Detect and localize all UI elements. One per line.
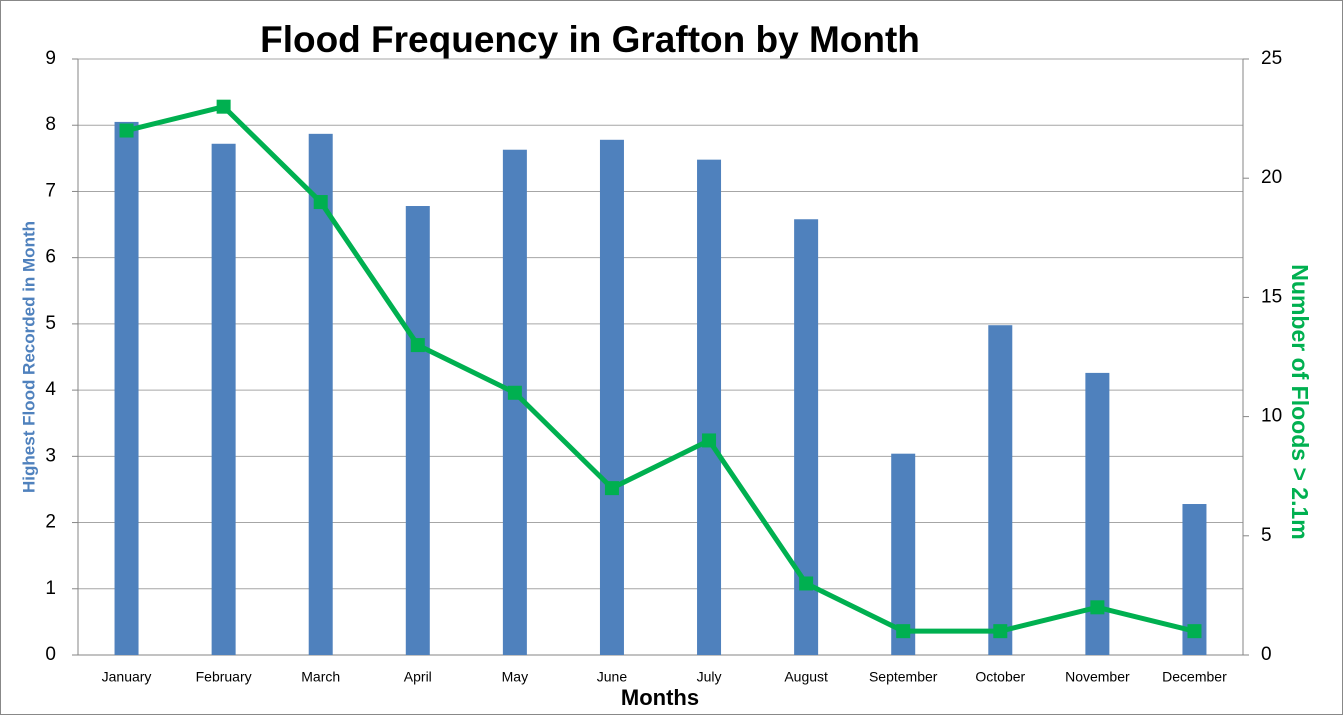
x-tick-label: July [697,669,722,685]
line-marker [507,385,522,400]
x-tick-label: December [1162,669,1227,685]
bar [211,143,236,655]
x-axis-title: Months [621,685,699,710]
y2-tick-label: 20 [1261,167,1282,188]
bar [891,453,916,655]
x-tick-label: October [975,669,1025,685]
bar [114,121,139,655]
x-tick-label: September [869,669,938,685]
line-marker [119,123,134,138]
x-tick-label: May [502,669,528,685]
line-marker [410,338,425,353]
bar [599,139,624,655]
y-tick-label: 0 [45,644,56,665]
bar [697,159,722,655]
y-tick-label: 6 [45,247,56,268]
bar [405,206,430,655]
x-tick-label: November [1065,669,1130,685]
y-tick-label: 5 [45,313,56,334]
line-marker [702,433,717,448]
y2-tick-label: 5 [1261,525,1272,546]
y-tick-label: 7 [45,180,56,201]
y2-tick-label: 10 [1261,406,1282,427]
line-marker [604,481,619,496]
bar [988,325,1013,655]
line-marker [993,624,1008,639]
x-tick-label: January [102,669,152,685]
bar [308,133,333,655]
x-tick-label: April [404,669,432,685]
y2-tick-label: 15 [1261,286,1282,307]
line [125,104,1196,634]
x-tick-label: February [196,669,252,685]
y-axis-title: Highest Flood Recorded in Month [19,221,38,493]
y-tick-label: 1 [45,578,56,599]
y2-axis-title: Number of Floods > 2.1m [1287,264,1313,539]
line-marker [896,624,911,639]
chart-title: Flood Frequency in Grafton by Month [260,19,920,60]
x-tick-label: August [784,669,828,685]
line-marker [799,576,814,591]
y-tick-label: 3 [45,445,56,466]
y2-tick-label: 0 [1261,644,1272,665]
y-tick-label: 2 [45,512,56,533]
x-tick-label: March [301,669,340,685]
y-tick-label: 8 [45,114,56,135]
y-tick-label: 4 [45,379,56,400]
y-tick-label: 9 [45,48,56,69]
x-tick-label: June [597,669,628,685]
y2-tick-label: 25 [1261,48,1282,69]
line-marker [1090,600,1105,615]
line-marker [1187,624,1202,639]
line-marker [216,99,231,114]
line-marker [313,195,328,210]
